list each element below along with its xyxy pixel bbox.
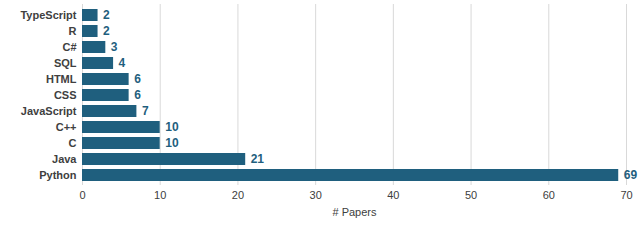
svg-text:Python: Python — [39, 169, 77, 181]
svg-text:TypeScript: TypeScript — [20, 9, 76, 21]
svg-text:SQL: SQL — [54, 57, 77, 69]
svg-text:2: 2 — [103, 24, 110, 38]
svg-text:10: 10 — [165, 136, 179, 150]
svg-text:Java: Java — [52, 153, 77, 165]
svg-text:10: 10 — [154, 189, 166, 201]
svg-text:10: 10 — [165, 120, 179, 134]
svg-text:C++: C++ — [56, 121, 77, 133]
svg-text:C: C — [69, 137, 77, 149]
svg-text:20: 20 — [232, 189, 244, 201]
svg-text:6: 6 — [134, 88, 141, 102]
svg-text:JavaScript: JavaScript — [21, 105, 77, 117]
svg-text:HTML: HTML — [46, 73, 77, 85]
svg-text:2: 2 — [103, 8, 110, 22]
svg-text:3: 3 — [111, 40, 118, 54]
svg-text:60: 60 — [543, 189, 555, 201]
svg-text:0: 0 — [79, 189, 85, 201]
svg-text:70: 70 — [620, 189, 632, 201]
svg-text:R: R — [69, 25, 77, 37]
svg-text:C#: C# — [62, 41, 76, 53]
svg-text:4: 4 — [119, 56, 126, 70]
svg-text:6: 6 — [134, 72, 141, 86]
svg-text:7: 7 — [142, 104, 149, 118]
svg-text:21: 21 — [251, 152, 265, 166]
svg-text:30: 30 — [310, 189, 322, 201]
svg-text:50: 50 — [465, 189, 477, 201]
svg-text:69: 69 — [624, 168, 638, 182]
svg-text:# Papers: # Papers — [332, 206, 377, 218]
svg-text:40: 40 — [387, 189, 399, 201]
svg-text:CSS: CSS — [54, 89, 77, 101]
